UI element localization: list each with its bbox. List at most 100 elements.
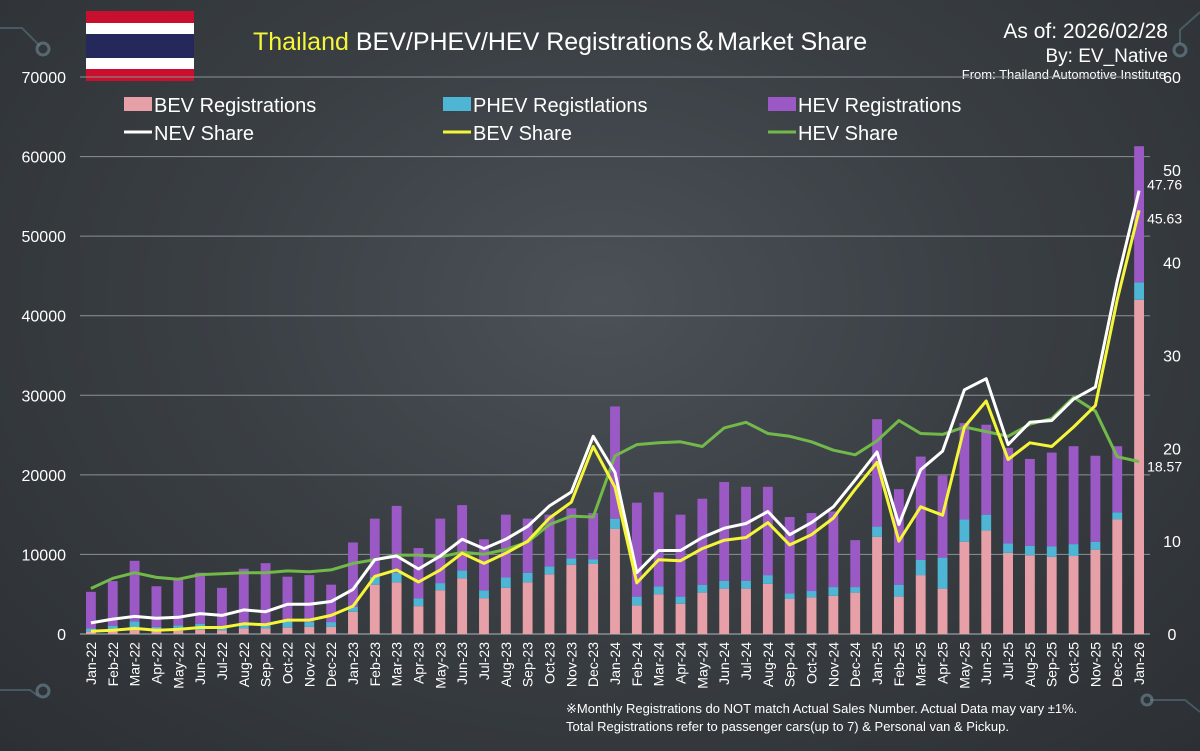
stacked-bars: [86, 146, 1144, 634]
left-tick-label: 0: [57, 627, 66, 644]
bev-bar: [522, 582, 533, 634]
hev-bar: [522, 518, 533, 573]
phev-bar: [1134, 282, 1144, 300]
phev-bar: [107, 625, 118, 632]
phev-bar: [304, 622, 315, 627]
phev-bar: [413, 598, 424, 607]
phev-bar: [828, 587, 839, 596]
hev-bar: [500, 514, 511, 578]
x-tick-label: Mar-25: [913, 642, 929, 687]
right-tick-label: 30: [1163, 349, 1181, 366]
x-tick-label: Aug-22: [236, 642, 252, 687]
phev-bar: [937, 557, 948, 589]
bev-bar: [784, 598, 795, 634]
legend-label: PHEV Registlations: [473, 95, 648, 117]
phev-bar: [588, 559, 599, 564]
bev-bar: [697, 592, 708, 634]
phev-bar: [435, 583, 446, 591]
bev-bar: [282, 627, 293, 634]
bev-bar: [391, 582, 402, 634]
left-tick-label: 40000: [22, 309, 67, 326]
hev-bar: [610, 406, 620, 519]
hev-bar: [544, 514, 555, 567]
x-tick-label: May-22: [170, 642, 186, 689]
bev-bar: [806, 597, 817, 634]
thailand-flag-icon: Thailand flag: [86, 11, 194, 81]
hev-bar: [850, 540, 861, 588]
chart-title: Thailand BEV/PHEV/HEV Registrations＆Mark…: [253, 28, 867, 56]
phev-bar: [806, 591, 817, 598]
bev-bar: [544, 574, 555, 634]
hev-bar: [675, 514, 686, 597]
left-tick-label: 70000: [22, 70, 67, 87]
phev-bar: [850, 587, 861, 593]
hev-bar: [741, 486, 751, 581]
footnote-line-2: Total Registrations refer to passenger c…: [566, 719, 1009, 734]
bev-bar: [500, 587, 511, 634]
phev-bar: [1024, 545, 1035, 556]
x-tick-label: Oct-25: [1066, 642, 1082, 684]
bev-bar: [915, 575, 926, 634]
hev-share-end-label: 18.57: [1147, 459, 1182, 475]
right-tick-label: 40: [1163, 256, 1181, 273]
legend-item: BEV Registrations: [124, 95, 316, 117]
hev-bar: [806, 513, 817, 592]
bev-bar: [1090, 549, 1101, 634]
x-tick-label: Mar-23: [389, 642, 405, 687]
bev-bar: [260, 628, 271, 634]
right-tick-label: 60: [1163, 70, 1181, 87]
bev-bar: [369, 584, 380, 634]
bev-bar: [435, 590, 446, 634]
bev-bar: [238, 628, 249, 634]
x-tick-label: Sep-22: [258, 642, 274, 687]
footnote-line-1: ※Monthly Registrations do NOT match Actu…: [566, 701, 1077, 716]
hev-bar: [1046, 452, 1057, 547]
x-tick-label: Sep-25: [1044, 642, 1060, 687]
bev-bar: [631, 605, 642, 634]
x-tick-label: Aug-23: [498, 642, 514, 687]
hev-bar: [588, 513, 599, 560]
bev-bar: [762, 583, 773, 634]
x-tick-label: Aug-25: [1022, 642, 1038, 687]
bev-bar: [1024, 555, 1035, 634]
right-tick-label: 50: [1163, 163, 1181, 180]
bev-bar: [653, 594, 664, 634]
x-tick-label: Oct-24: [804, 642, 820, 684]
bev-bar: [129, 630, 140, 634]
phev-bar: [1046, 546, 1057, 557]
hev-bar: [1024, 458, 1035, 546]
phev-bar: [631, 596, 642, 606]
bev-bar: [741, 588, 751, 634]
bev-bar: [107, 631, 118, 634]
legend-item: NEV Share: [124, 123, 254, 145]
hev-bar: [195, 572, 206, 624]
hev-bar: [151, 586, 162, 627]
phev-bar: [719, 580, 730, 589]
legend: BEV Registrations PHEV Registlations HEV R…: [124, 95, 961, 145]
legend-swatch: [124, 97, 152, 111]
x-tick-label: Jul-22: [214, 642, 230, 680]
x-tick-label: Jun-22: [192, 642, 208, 685]
phev-bar: [238, 624, 249, 629]
legend-item: BEV Share: [443, 123, 572, 145]
bev-bar: [151, 631, 162, 634]
x-tick-label: Jan-26: [1131, 642, 1147, 685]
x-tick-label: Apr-22: [148, 642, 164, 684]
hev-bar: [173, 578, 184, 626]
bev-bar: [1003, 552, 1013, 634]
bev-bar: [1068, 556, 1079, 634]
bev-bar: [1134, 299, 1144, 634]
bev-bar: [675, 603, 686, 634]
legend-item: HEV Share: [768, 123, 898, 145]
left-tick-label: 10000: [22, 547, 67, 564]
hev-bar: [719, 482, 730, 581]
bev-bar: [86, 631, 96, 634]
hev-bar: [129, 560, 140, 622]
left-tick-label: 20000: [22, 468, 67, 485]
bev-bar: [828, 595, 839, 634]
x-tick-label: Jun-24: [716, 642, 732, 685]
phev-bar: [348, 606, 358, 612]
share-lines: [90, 190, 1141, 633]
hev-bar: [413, 548, 424, 599]
